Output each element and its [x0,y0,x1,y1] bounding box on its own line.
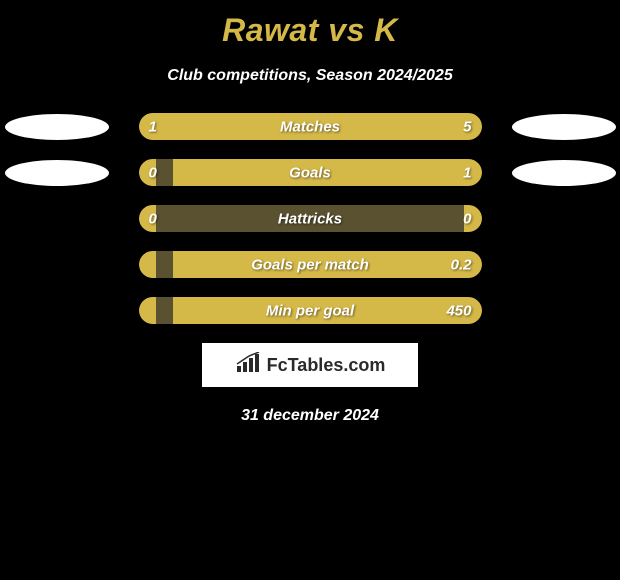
stat-right-value: 0 [463,210,471,227]
left-oval [5,252,109,278]
stat-row: Min per goal 450 [0,297,620,324]
stat-row: Goals per match 0.2 [0,251,620,278]
right-oval [512,114,616,140]
bar-fill-left [139,113,196,140]
stat-left-value: 0 [149,210,157,227]
stat-right-value: 0.2 [451,256,472,273]
stat-name: Hattricks [278,210,342,227]
page-title: Rawat vs K [0,0,620,49]
right-oval [512,160,616,186]
stat-name: Goals per match [251,256,369,273]
stat-left-value: 0 [149,164,157,181]
stat-bar: Min per goal 450 [139,297,482,324]
stat-row: 1 Matches 5 [0,113,620,140]
right-oval [512,298,616,324]
left-oval [5,206,109,232]
date-label: 31 december 2024 [0,407,620,425]
right-oval [512,252,616,278]
bar-fill-left [139,251,156,278]
stat-right-value: 5 [463,118,471,135]
stat-name: Goals [289,164,331,181]
stat-left-value: 1 [149,118,157,135]
stat-bar: 0 Goals 1 [139,159,482,186]
left-oval [5,114,109,140]
left-oval [5,160,109,186]
page-subtitle: Club competitions, Season 2024/2025 [0,67,620,85]
logo-text: FcTables.com [267,355,386,376]
stat-name: Min per goal [266,302,354,319]
stat-right-value: 450 [446,302,471,319]
stat-name: Matches [280,118,340,135]
left-oval [5,298,109,324]
logo-box: FcTables.com [202,343,418,387]
bar-chart-icon [235,352,261,379]
stat-bar: 1 Matches 5 [139,113,482,140]
stat-bar: Goals per match 0.2 [139,251,482,278]
stat-row: 0 Hattricks 0 [0,205,620,232]
bar-fill-left [139,297,156,324]
stat-row: 0 Goals 1 [0,159,620,186]
stat-right-value: 1 [463,164,471,181]
stat-bar: 0 Hattricks 0 [139,205,482,232]
stats-content: 1 Matches 5 0 Goals 1 0 Hattricks 0 [0,113,620,324]
right-oval [512,206,616,232]
